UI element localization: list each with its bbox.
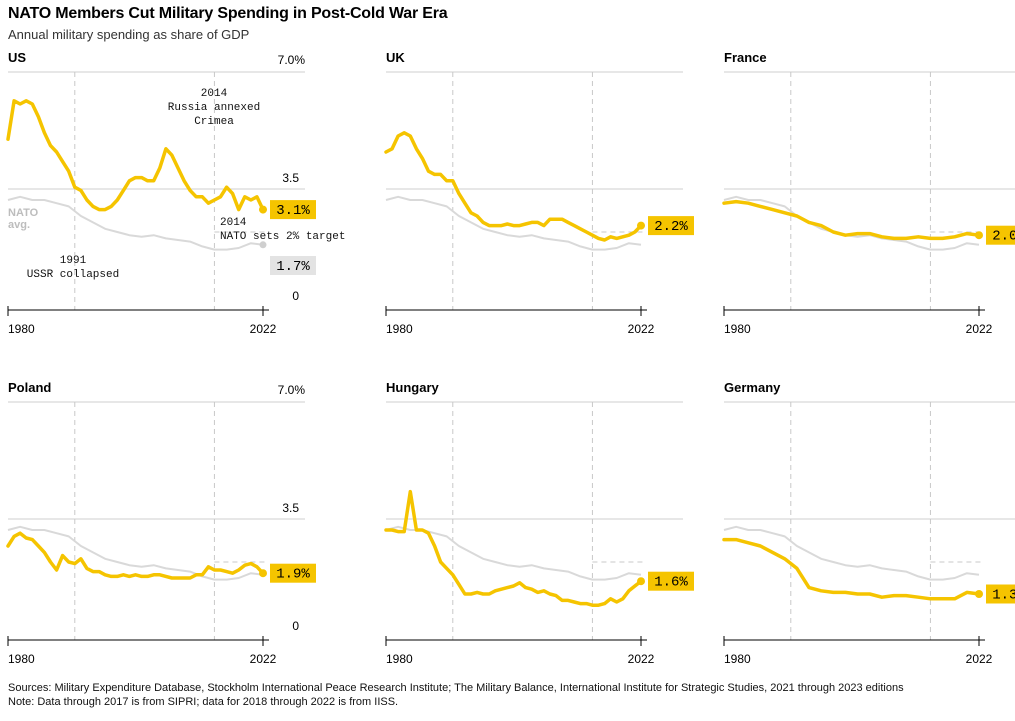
nato-end-label: 1.7% xyxy=(276,259,310,275)
y-tick-label: 3.5 xyxy=(282,501,299,515)
end-point-germany xyxy=(975,590,983,598)
chart-subtitle: Annual military spending as share of GDP xyxy=(8,27,250,42)
x-tick-label: 2022 xyxy=(966,322,993,336)
end-label-poland: 1.9% xyxy=(276,567,310,583)
panel-title-us: US xyxy=(8,50,26,65)
annotation-crimea: Crimea xyxy=(194,116,234,128)
x-tick-label: 1980 xyxy=(8,322,35,336)
x-tick-label: 1980 xyxy=(8,652,35,666)
end-label-hungary: 1.6% xyxy=(654,575,688,591)
panel-title-hungary: Hungary xyxy=(386,380,440,395)
end-label-bg xyxy=(270,200,316,220)
end-label-france: 2.0% xyxy=(992,229,1015,245)
annotation-ussr: USSR collapsed xyxy=(27,269,119,281)
end-point-uk xyxy=(637,221,645,230)
series-uk xyxy=(384,131,643,242)
x-tick-label: 2022 xyxy=(250,652,277,666)
panel-title-france: France xyxy=(724,50,767,65)
y-tick-label: 3.5 xyxy=(282,171,299,185)
end-point-us xyxy=(259,205,267,214)
series-hungary xyxy=(384,489,643,607)
series-nato-avg xyxy=(7,195,264,251)
chart-title: NATO Members Cut Military Spending in Po… xyxy=(8,5,448,22)
end-label-bg xyxy=(986,225,1015,245)
series-nato-avg xyxy=(385,525,642,581)
end-label-bg xyxy=(648,216,694,236)
series-nato-avg xyxy=(723,525,980,581)
panel-title-germany: Germany xyxy=(724,380,781,395)
end-point-hungary xyxy=(637,577,645,586)
end-label-bg xyxy=(986,584,1015,604)
y-tick-label: 0 xyxy=(292,289,299,303)
x-tick-label: 1980 xyxy=(386,652,413,666)
annotation-crimea: Russia annexed xyxy=(168,102,260,114)
panel-title-uk: UK xyxy=(386,50,405,65)
x-tick-label: 1980 xyxy=(386,322,413,336)
small-multiples-chart: 1980 2022 7.0% 3.5 0 US 3.1% 2014 Russia annexed… xyxy=(6,50,1015,666)
annotation-nato-target: 2014 xyxy=(220,217,247,229)
end-label-bg xyxy=(270,563,316,583)
annotation-ussr: 1991 xyxy=(60,255,87,267)
end-label-bg xyxy=(648,571,694,591)
nato-avg-label: NATO xyxy=(8,207,39,219)
y-tick-label: 7.0% xyxy=(278,53,306,67)
nato-end-label-bg xyxy=(270,256,316,275)
end-label-germany: 1.3% xyxy=(992,588,1015,604)
series-nato-avg xyxy=(7,525,264,581)
x-tick-label: 2022 xyxy=(628,652,655,666)
x-tick-label: 1980 xyxy=(724,652,751,666)
series-france xyxy=(722,199,981,241)
annotation-crimea: 2014 xyxy=(201,88,228,100)
y-tick-label: 7.0% xyxy=(278,383,306,397)
end-point-nato xyxy=(259,241,267,249)
end-label-us: 3.1% xyxy=(276,203,310,219)
x-tick-label: 2022 xyxy=(250,322,277,336)
annotation-nato-target: NATO sets 2% target xyxy=(220,231,345,243)
x-tick-label: 2022 xyxy=(628,322,655,336)
x-tick-label: 2022 xyxy=(966,652,993,666)
data-note: Note: Data through 2017 is from SIPRI; d… xyxy=(8,696,399,708)
series-nato-avg xyxy=(385,195,642,251)
end-point-france xyxy=(975,231,983,240)
end-label-uk: 2.2% xyxy=(654,219,688,235)
series-nato-avg xyxy=(723,195,980,251)
series-us xyxy=(6,99,265,212)
y-tick-label: 0 xyxy=(292,619,299,633)
series-germany xyxy=(722,537,981,601)
x-tick-label: 1980 xyxy=(724,322,751,336)
end-point-poland xyxy=(259,569,267,578)
sources-note: Sources: Military Expenditure Database, … xyxy=(8,682,904,694)
series-poland xyxy=(6,531,265,580)
nato-avg-label: avg. xyxy=(8,219,30,231)
panel-title-poland: Poland xyxy=(8,380,51,395)
